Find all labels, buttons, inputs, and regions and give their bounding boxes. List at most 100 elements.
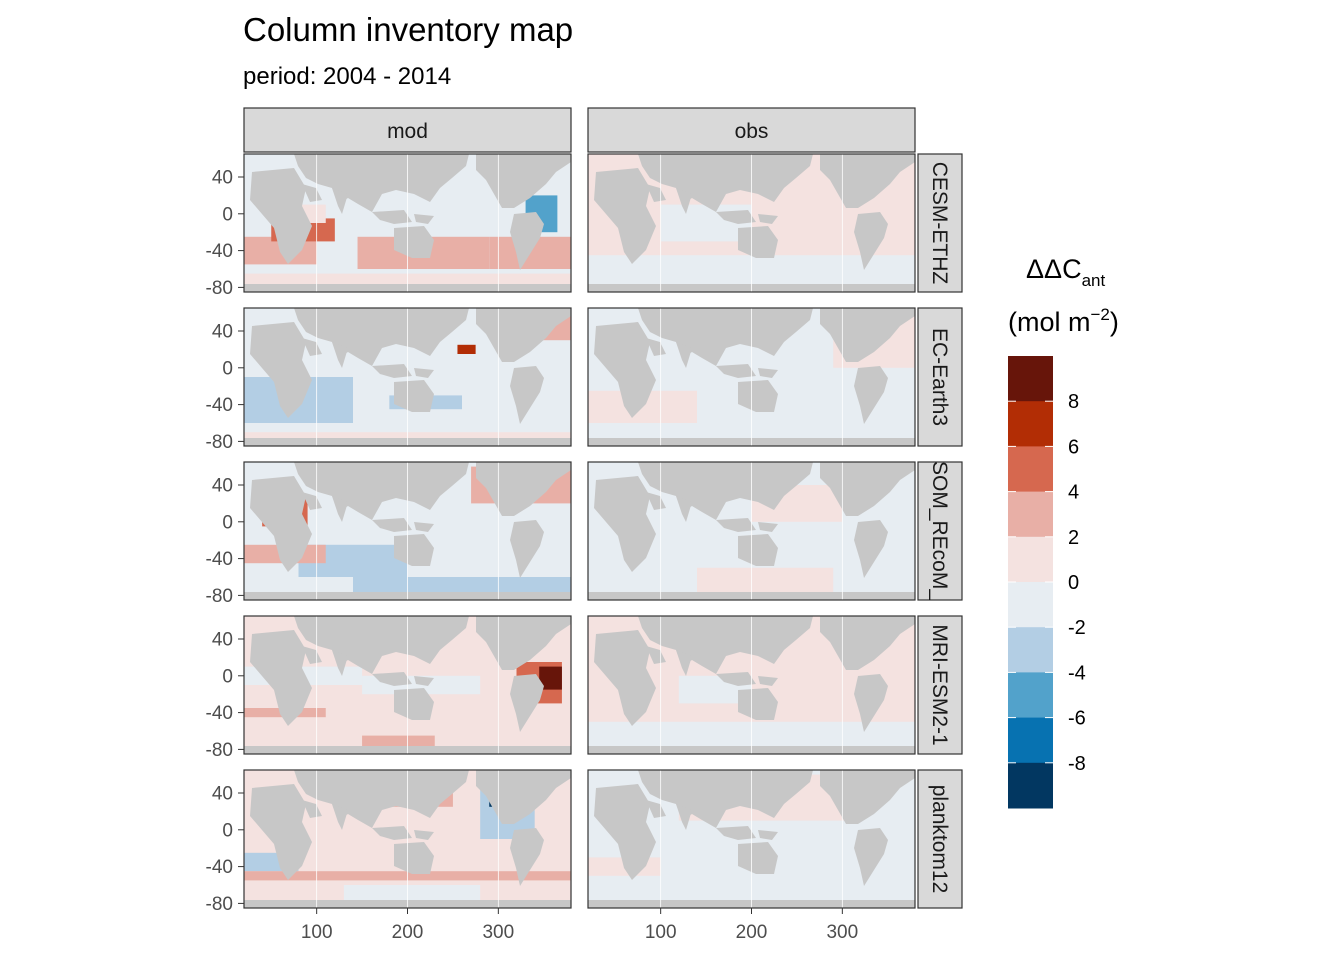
panel-EC-Earth3-mod [244, 308, 571, 446]
y-tick-label: 40 [212, 784, 233, 805]
panel-border [243, 461, 572, 601]
facet-column-strips: mod obs [243, 107, 916, 153]
x-tick-label: 300 [826, 922, 858, 943]
panel-planktom12-mod [244, 770, 571, 908]
x-tick-label: 100 [301, 922, 333, 943]
y-tick-label: 0 [222, 820, 233, 841]
legend-bin [1008, 717, 1053, 764]
heatmap-cell [343, 885, 481, 904]
y-tick-label: -80 [206, 740, 233, 761]
strip-row-4-label: planktom12 [928, 785, 951, 894]
panel-CESM-ETHZ-obs [588, 154, 915, 292]
panel-border [243, 153, 572, 293]
legend-unit-close: ) [1110, 307, 1119, 337]
legend-break-label: 0 [1068, 572, 1079, 594]
panel-FESOM_REcoM_LR-mod [244, 462, 571, 600]
legend-bin [1008, 762, 1053, 809]
y-tick-label: 0 [222, 358, 233, 379]
y-tick-label: -80 [206, 586, 233, 607]
strip-row-2-bg [917, 461, 963, 601]
legend-break-label: 2 [1068, 527, 1079, 549]
legend-colorbar [1008, 356, 1053, 809]
panel-border [587, 153, 916, 293]
panel-MRI-ESM2-1-mod [244, 616, 571, 754]
y-tick-label: -80 [206, 278, 233, 299]
facet-row-strips: CESM-ETHZ EC-Earth3 FESOM_REcoM_LR MRI-E… [917, 153, 963, 909]
chart-subtitle: period: 2004 - 2014 [243, 63, 451, 90]
legend-bin [1008, 401, 1053, 447]
strip-row-4-bg [917, 769, 963, 909]
y-tick-label: -40 [206, 549, 233, 570]
panel-border [587, 615, 916, 755]
y-tick-label: 0 [222, 204, 233, 225]
strip-row-2-label: FESOM_REcoM_LR [928, 434, 951, 628]
strip-mod-bg [243, 107, 572, 153]
legend-unit-open: (mol m [1008, 307, 1091, 337]
panel-MRI-ESM2-1-obs [588, 616, 915, 754]
x-tick-label: 100 [645, 922, 677, 943]
y-axes: 40 0 -40 -80 40 0 -40 -80 40 0 -40 -80 40 0 -40 -80 40 0 -… [206, 168, 244, 915]
panel-border [243, 307, 572, 447]
legend-break-label: -8 [1068, 753, 1086, 775]
legend-bin [1008, 491, 1053, 538]
y-tick-label: -40 [206, 703, 233, 724]
x-tick-label: 200 [736, 922, 768, 943]
legend-break-label: -6 [1068, 708, 1086, 730]
strip-mod-label: mod [387, 120, 428, 143]
y-tick-label: 40 [212, 322, 233, 343]
y-tick-label: -80 [206, 894, 233, 915]
chart-title: Column inventory map [243, 11, 573, 48]
panel-border [587, 461, 916, 601]
panel-EC-Earth3-obs [588, 308, 915, 446]
strip-obs-label: obs [735, 120, 769, 143]
panel-FESOM_REcoM_LR-obs [588, 462, 915, 600]
legend-title-main: ΔΔC [1026, 254, 1082, 284]
legend-unit-sup: −2 [1091, 305, 1110, 324]
x-tick-label: 200 [392, 922, 424, 943]
y-tick-label: 40 [212, 168, 233, 189]
legend: ΔΔCant (mol m−2) 8 6 4 2 0 -2 -4 -6 -8 [1008, 254, 1119, 809]
legend-title: ΔΔCant [1026, 254, 1105, 290]
facet-panels [243, 153, 916, 909]
strip-row-0-bg [917, 153, 963, 293]
x-axes: 100 200 300 100 200 300 [301, 908, 858, 943]
y-tick-label: 40 [212, 630, 233, 651]
legend-break-label: 4 [1068, 482, 1079, 504]
heatmap-cell [457, 344, 476, 354]
heatmap-cell [539, 666, 562, 690]
strip-row-0-label: CESM-ETHZ [928, 162, 951, 285]
legend-break-label: -2 [1068, 617, 1086, 639]
y-tick-label: 0 [222, 512, 233, 533]
legend-break-label: 8 [1068, 391, 1079, 413]
legend-title-sub: ant [1082, 271, 1106, 290]
legend-break-label: 6 [1068, 436, 1079, 458]
y-tick-label: -40 [206, 857, 233, 878]
y-tick-label: -40 [206, 395, 233, 416]
panel-planktom12-obs [588, 770, 915, 908]
y-tick-label: 0 [222, 666, 233, 687]
legend-bin [1008, 582, 1053, 628]
legend-bin [1008, 536, 1053, 583]
strip-row-1-label: EC-Earth3 [928, 328, 951, 426]
strip-row-3-bg [917, 615, 963, 755]
legend-unit: (mol m−2) [1008, 305, 1119, 337]
panel-border [587, 307, 916, 447]
panel-CESM-ETHZ-mod [244, 154, 571, 292]
heatmap-cell [697, 567, 834, 596]
legend-bin [1008, 446, 1053, 493]
y-tick-label: -40 [206, 241, 233, 262]
legend-break-label: -4 [1068, 662, 1086, 684]
legend-bin [1008, 627, 1053, 673]
legend-break-labels: 8 6 4 2 0 -2 -4 -6 -8 [1008, 391, 1086, 775]
panel-border [243, 615, 572, 755]
legend-bin [1008, 356, 1053, 402]
y-tick-label: 40 [212, 476, 233, 497]
x-tick-label: 300 [482, 922, 514, 943]
strip-row-1-bg [917, 307, 963, 447]
strip-row-3-label: MRI-ESM2-1 [928, 624, 951, 745]
heatmap-cell [362, 735, 435, 750]
y-tick-label: -80 [206, 432, 233, 453]
legend-bin [1008, 672, 1053, 719]
strip-obs-bg [587, 107, 916, 153]
